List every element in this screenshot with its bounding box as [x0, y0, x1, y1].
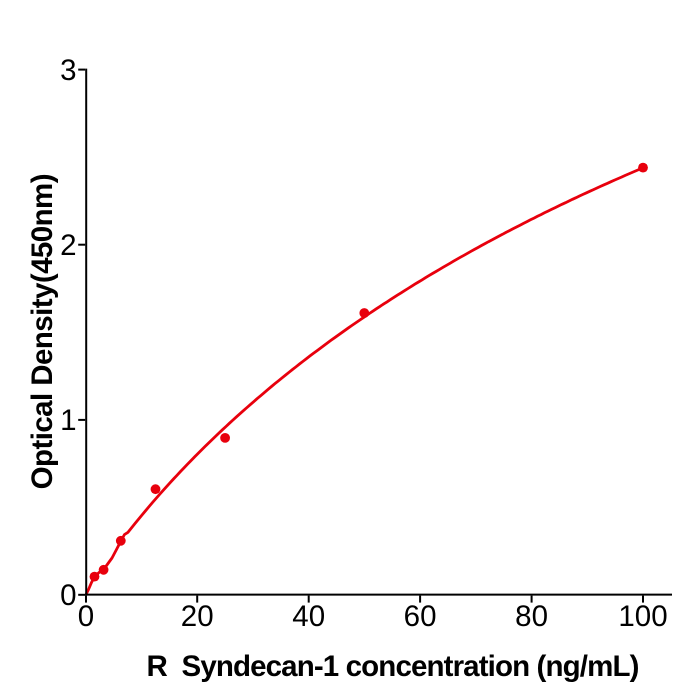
- svg-text:R Syndecan-1 concentration (n: R Syndecan-1 concentration (ng/mL): [146, 650, 638, 683]
- svg-text:60: 60: [404, 600, 437, 633]
- svg-text:20: 20: [181, 600, 214, 633]
- svg-text:80: 80: [515, 600, 548, 633]
- svg-text:1: 1: [60, 404, 76, 437]
- svg-text:40: 40: [292, 600, 325, 633]
- svg-text:2: 2: [60, 229, 76, 262]
- svg-text:Optical Density(450nm): Optical Density(450nm): [26, 174, 59, 489]
- svg-text:100: 100: [618, 600, 667, 633]
- svg-text:0: 0: [78, 600, 94, 633]
- svg-text:3: 3: [60, 54, 76, 87]
- svg-text:0: 0: [60, 579, 76, 612]
